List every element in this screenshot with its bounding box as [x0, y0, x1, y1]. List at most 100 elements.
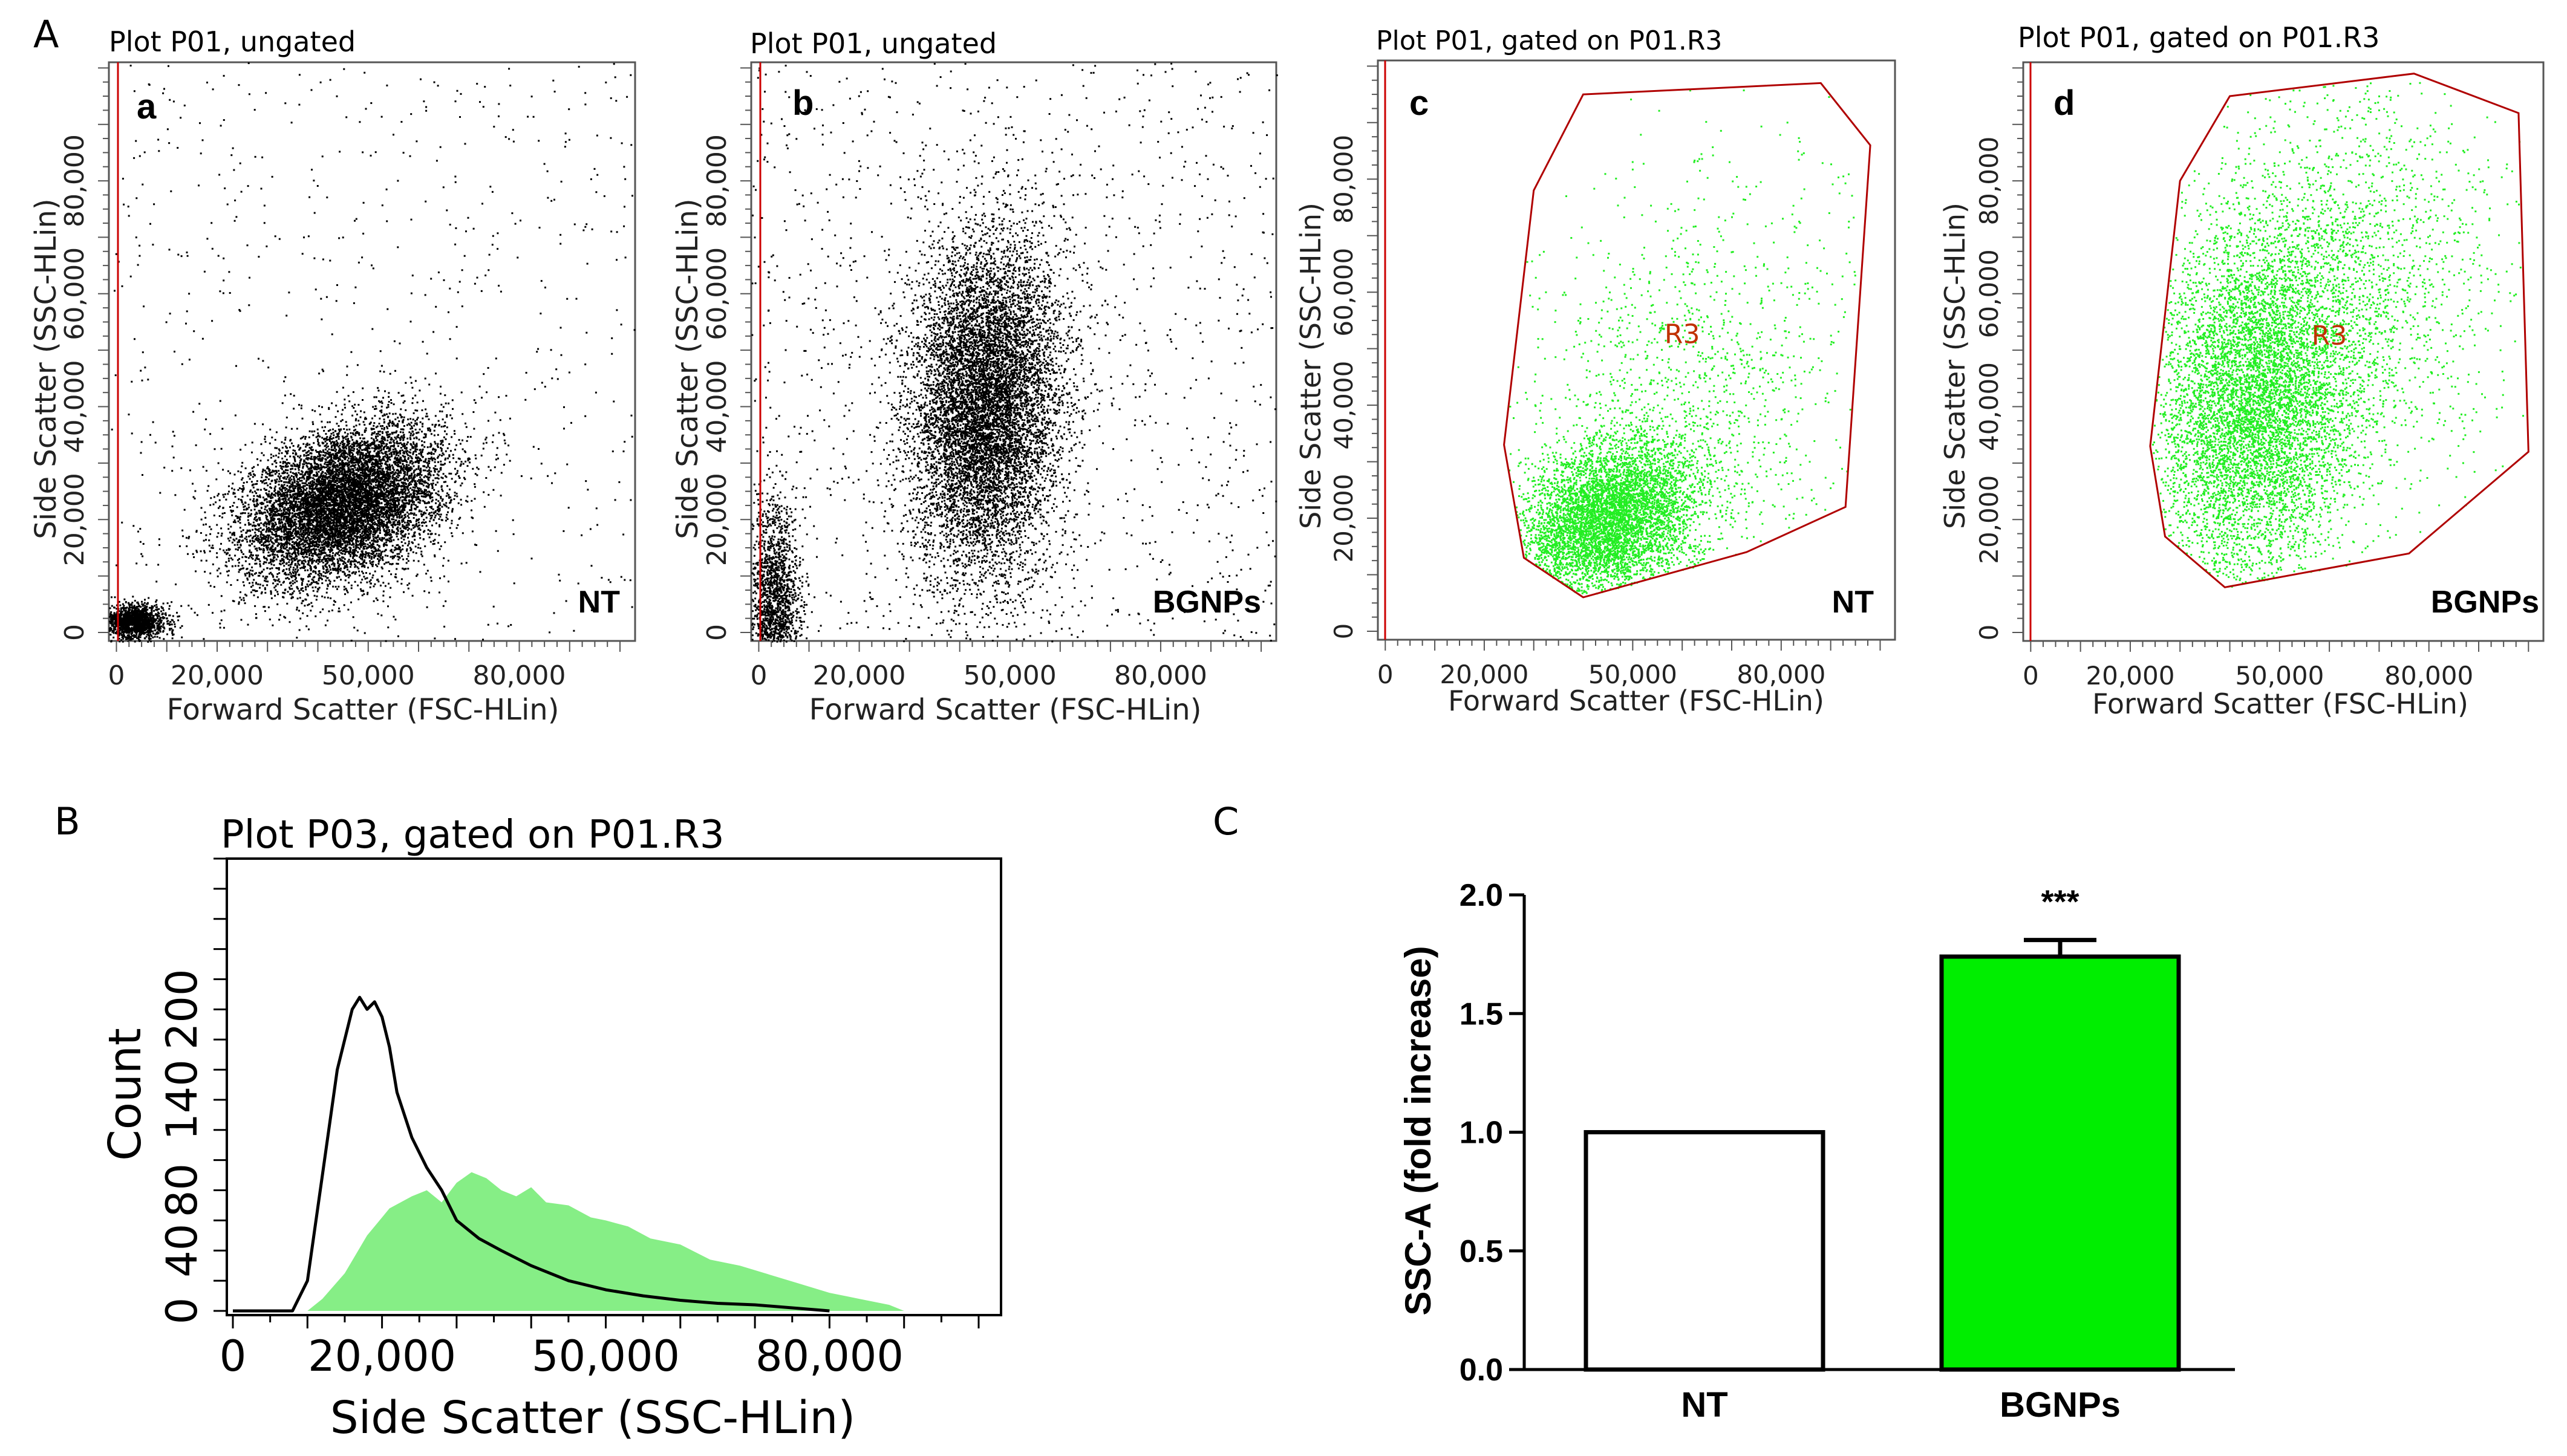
scatter-condition-a: NT — [578, 585, 621, 620]
scatter-xticks-b: 0 20,000 50,000 80,000 — [750, 641, 1262, 691]
bar-chart-ylabel: SSC-A (fold increase) — [1398, 946, 1438, 1315]
bar-chart-panel: NT BGNPs *** 0.0 0.5 1.0 1.5 2.0 SSC-A (fold i… — [1398, 878, 2235, 1425]
histogram-plot-frame — [226, 857, 1002, 1316]
x-tick-label: 50,000 — [1588, 660, 1677, 689]
y-tick-label: 40,000 — [59, 360, 90, 453]
scatter-letter-b: b — [792, 83, 814, 123]
x-tick-label: 50,000 — [532, 1331, 680, 1381]
x-tick-label: 80,000 — [1114, 660, 1207, 691]
scatter-title-c: Plot P01, gated on P01.R3 — [1376, 25, 1722, 56]
scatter-ylabel-a: Side Scatter (SSC-HLin) — [29, 198, 63, 539]
scatter-title-a: Plot P01, ungated — [109, 25, 356, 58]
histogram-yticks: 0 40 80 140 200 — [157, 857, 227, 1325]
y-tick-label: 60,000 — [1974, 249, 2004, 338]
scatter-title-d: Plot P01, gated on P01.R3 — [2018, 21, 2379, 54]
y-tick-label: 60,000 — [702, 247, 732, 340]
histogram-xlabel: Side Scatter (SSC-HLin) — [330, 1392, 855, 1444]
y-tick-label: 0 — [157, 1298, 207, 1325]
x-tick-label: 50,000 — [322, 660, 415, 691]
histogram-ylabel: Count — [99, 1028, 151, 1161]
scatter-panel-a: Plot P01, ungated 0 20,000 50,000 80,000 0 2… — [29, 25, 636, 727]
scatter-xlabel-a: Forward Scatter (FSC-HLin) — [167, 693, 559, 727]
histogram-title: Plot P03, gated on P01.R3 — [221, 813, 725, 857]
panel-label-A: A — [33, 12, 59, 56]
y-tick-label: 40 — [157, 1224, 207, 1278]
scatter-point-cloud — [751, 62, 1278, 643]
scatter-xlabel-b: Forward Scatter (FSC-HLin) — [809, 693, 1202, 727]
y-tick-label: 80,000 — [702, 134, 732, 227]
bar-category-label: BGNPs — [2000, 1385, 2121, 1425]
gate-r3-polygon-c — [1503, 82, 1871, 599]
scatter-point-cloud — [1509, 89, 1856, 595]
scatter-points-d — [2152, 82, 2524, 588]
x-tick-label: 80,000 — [473, 660, 566, 691]
scatter-plot-frame-d — [2022, 61, 2545, 642]
scatter-ylabel-d: Side Scatter (SSC-HLin) — [1939, 203, 1971, 529]
scatter-plot-frame-b — [750, 61, 1277, 642]
y-tick-label: 0 — [1974, 625, 2004, 641]
x-tick-label: 20,000 — [2086, 661, 2174, 691]
scatter-xticks-d: 0 20,000 50,000 80,000 — [2023, 641, 2529, 691]
scatter-points-a — [109, 62, 636, 643]
y-tick-label: 0 — [702, 624, 732, 641]
x-tick-label: 0 — [750, 660, 767, 691]
y-tick-label: 60,000 — [1329, 248, 1359, 337]
gate-r3-polygon-d — [2149, 73, 2529, 588]
y-tick-label: 0 — [1329, 623, 1359, 640]
bar-category-label: NT — [1681, 1385, 1727, 1425]
y-tick-label: 1.0 — [1460, 1116, 1503, 1151]
scatter-points-b — [751, 62, 1278, 643]
scatter-panel-d: Plot P01, gated on P01.R3 R3 0 20,000 50,0… — [1939, 21, 2545, 720]
y-tick-label: 1.5 — [1460, 996, 1503, 1032]
scatter-letter-a: a — [137, 87, 157, 126]
histogram-series-bgnps-fill — [233, 1172, 904, 1311]
bar-chart-yticks: 0.0 0.5 1.0 1.5 2.0 — [1460, 878, 1524, 1388]
y-tick-label: 40,000 — [1329, 361, 1359, 450]
y-tick-label: 80,000 — [1974, 137, 2004, 226]
x-tick-label: 20,000 — [171, 660, 264, 691]
scatter-yticks-c: 0 20,000 40,000 60,000 80,000 — [1329, 65, 1378, 640]
y-tick-label: 40,000 — [702, 360, 732, 453]
y-tick-label: 20,000 — [1974, 475, 2004, 564]
x-tick-label: 80,000 — [755, 1331, 904, 1381]
y-tick-label: 2.0 — [1460, 878, 1503, 913]
scatter-ylabel-c: Side Scatter (SSC-HLin) — [1294, 203, 1327, 529]
gate-r3-label-d: R3 — [2312, 320, 2347, 351]
gate-r3-label-c: R3 — [1665, 319, 1700, 349]
scatter-plot-frame-c — [1377, 59, 1896, 641]
x-tick-label: 80,000 — [2384, 661, 2473, 691]
histogram-series-nt-line — [233, 995, 830, 1313]
x-tick-label: 50,000 — [964, 660, 1057, 691]
scatter-points-c — [1509, 89, 1856, 595]
bar-bgnps — [1939, 954, 2181, 1372]
x-tick-label: 80,000 — [1737, 660, 1825, 689]
x-tick-label: 0 — [220, 1331, 247, 1381]
x-tick-label: 0 — [2023, 661, 2039, 691]
y-tick-label: 0.5 — [1460, 1234, 1503, 1269]
scatter-yticks-b: 0 20,000 40,000 60,000 80,000 — [702, 67, 751, 641]
y-tick-label: 80,000 — [59, 134, 90, 227]
scatter-panel-b: Plot P01, ungated 0 20,000 50,000 80,000 0 2… — [671, 27, 1278, 727]
scatter-point-cloud — [2152, 82, 2524, 588]
x-tick-label: 20,000 — [308, 1331, 456, 1381]
panel-label-B: B — [54, 799, 80, 843]
scatter-yticks-a: 0 20,000 40,000 60,000 80,000 — [59, 67, 109, 641]
scatter-panel-c: Plot P01, gated on P01.R3 R3 0 20,000 50,0… — [1294, 25, 1896, 717]
histogram-line-nt — [233, 995, 830, 1313]
histogram-area-bgnps — [233, 1172, 904, 1311]
y-tick-label: 80,000 — [1329, 135, 1359, 224]
bar-chart-bars: NT BGNPs *** — [1584, 884, 2181, 1425]
scatter-condition-b: BGNPs — [1153, 585, 1261, 620]
scatter-xlabel-d: Forward Scatter (FSC-HLin) — [2092, 687, 2468, 720]
scatter-xticks-a: 0 20,000 50,000 80,000 — [108, 641, 621, 691]
y-tick-label: 200 — [157, 969, 207, 1050]
scatter-letter-d: d — [2053, 83, 2075, 123]
histogram-panel: Plot P03, gated on P01.R3 0 20,000 50,000 8… — [99, 813, 1002, 1444]
scatter-title-b: Plot P01, ungated — [750, 27, 997, 60]
scatter-letter-c: c — [1409, 83, 1429, 123]
histogram-xticks: 0 20,000 50,000 80,000 — [220, 1315, 980, 1381]
scatter-plot-frame-a — [108, 61, 636, 642]
scatter-condition-d: BGNPs — [2431, 585, 2539, 620]
y-tick-label: 20,000 — [1329, 474, 1359, 563]
